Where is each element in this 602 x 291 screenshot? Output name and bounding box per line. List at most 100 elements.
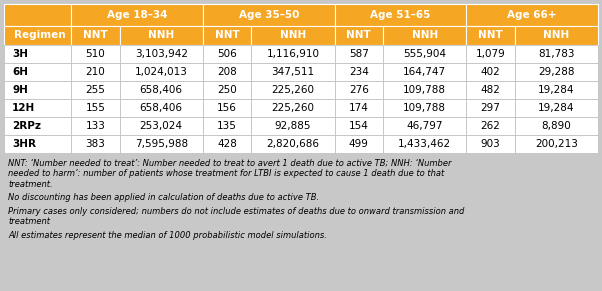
Text: 9H: 9H <box>12 85 28 95</box>
Text: 19,284: 19,284 <box>538 103 574 113</box>
Text: 109,788: 109,788 <box>403 103 446 113</box>
Bar <box>251 26 335 45</box>
Text: 2,820,686: 2,820,686 <box>267 139 320 149</box>
Text: Regimen: Regimen <box>14 31 66 40</box>
Bar <box>120 81 203 99</box>
Text: NNT: ‘Number needed to treat’: Number needed to treat to avert 1 death due to ac: NNT: ‘Number needed to treat’: Number ne… <box>8 159 452 168</box>
Text: Age 35–50: Age 35–50 <box>238 10 299 20</box>
Text: 225,260: 225,260 <box>272 85 314 95</box>
Bar <box>71 81 120 99</box>
Bar <box>383 81 467 99</box>
Text: 92,885: 92,885 <box>275 121 311 131</box>
Text: NNT: NNT <box>346 31 371 40</box>
Bar <box>335 99 383 117</box>
Text: 255: 255 <box>85 85 105 95</box>
Text: treatment: treatment <box>8 217 50 226</box>
Text: 208: 208 <box>217 67 237 77</box>
Bar <box>120 26 203 45</box>
Text: 903: 903 <box>480 139 500 149</box>
Bar <box>515 81 598 99</box>
Bar <box>120 63 203 81</box>
Text: 154: 154 <box>349 121 368 131</box>
Bar <box>203 63 251 81</box>
Bar <box>515 63 598 81</box>
Bar <box>467 99 515 117</box>
Text: 135: 135 <box>217 121 237 131</box>
Text: No discounting has been applied in calculation of deaths due to active TB.: No discounting has been applied in calcu… <box>8 193 319 202</box>
Text: 46,797: 46,797 <box>406 121 443 131</box>
Text: 1,116,910: 1,116,910 <box>267 49 320 59</box>
Bar <box>203 135 251 153</box>
Bar <box>4 4 71 26</box>
Bar <box>383 117 467 135</box>
Bar <box>515 26 598 45</box>
Bar <box>120 99 203 117</box>
Text: Age 51–65: Age 51–65 <box>370 10 430 20</box>
Text: 225,260: 225,260 <box>272 103 314 113</box>
Bar <box>71 99 120 117</box>
Text: 1,433,462: 1,433,462 <box>398 139 452 149</box>
Text: 2RPz: 2RPz <box>12 121 41 131</box>
Bar <box>4 81 71 99</box>
Bar <box>4 26 71 45</box>
Bar <box>251 63 335 81</box>
Bar <box>467 4 598 26</box>
Text: Age 66+: Age 66+ <box>507 10 557 20</box>
Bar <box>71 135 120 153</box>
Text: treatment.: treatment. <box>8 180 52 189</box>
Text: 29,288: 29,288 <box>538 67 574 77</box>
Text: NNH: NNH <box>543 31 569 40</box>
Text: 200,213: 200,213 <box>535 139 578 149</box>
Text: Primary cases only considered; numbers do not include estimates of deaths due to: Primary cases only considered; numbers d… <box>8 207 464 216</box>
Bar <box>467 135 515 153</box>
Bar <box>515 117 598 135</box>
Bar <box>383 63 467 81</box>
Text: 109,788: 109,788 <box>403 85 446 95</box>
Text: 156: 156 <box>217 103 237 113</box>
Text: 234: 234 <box>349 67 368 77</box>
Text: All estimates represent the median of 1000 probabilistic model simulations.: All estimates represent the median of 10… <box>8 231 327 240</box>
Text: 6H: 6H <box>12 67 28 77</box>
Bar <box>251 99 335 117</box>
Text: 482: 482 <box>480 85 500 95</box>
Text: 276: 276 <box>349 85 368 95</box>
Bar <box>4 117 71 135</box>
Text: 499: 499 <box>349 139 368 149</box>
Text: 1,079: 1,079 <box>476 49 505 59</box>
Bar <box>335 135 383 153</box>
Text: 555,904: 555,904 <box>403 49 446 59</box>
Text: 81,783: 81,783 <box>538 49 574 59</box>
Text: 383: 383 <box>85 139 105 149</box>
Bar <box>335 81 383 99</box>
Bar <box>4 135 71 153</box>
Bar <box>335 45 383 63</box>
Text: NNH: NNH <box>412 31 438 40</box>
Bar <box>251 117 335 135</box>
Bar <box>120 135 203 153</box>
Text: 658,406: 658,406 <box>140 85 183 95</box>
Bar <box>335 4 467 26</box>
Text: needed to harm’: number of patients whose treatment for LTBI is expected to caus: needed to harm’: number of patients whos… <box>8 169 444 178</box>
Bar <box>203 81 251 99</box>
Text: NNT: NNT <box>83 31 108 40</box>
Bar <box>335 63 383 81</box>
Bar <box>383 99 467 117</box>
Bar <box>515 99 598 117</box>
Bar <box>515 135 598 153</box>
Text: 3H: 3H <box>12 49 28 59</box>
Text: 402: 402 <box>480 67 500 77</box>
Text: 297: 297 <box>480 103 500 113</box>
Bar <box>467 117 515 135</box>
Text: 506: 506 <box>217 49 237 59</box>
Bar <box>251 135 335 153</box>
Bar <box>71 117 120 135</box>
Text: 3HR: 3HR <box>12 139 36 149</box>
Text: 7,595,988: 7,595,988 <box>135 139 188 149</box>
Bar <box>383 26 467 45</box>
Bar <box>251 45 335 63</box>
Bar <box>515 45 598 63</box>
Bar <box>203 99 251 117</box>
Bar <box>467 45 515 63</box>
Bar <box>71 26 120 45</box>
Text: 347,511: 347,511 <box>272 67 314 77</box>
